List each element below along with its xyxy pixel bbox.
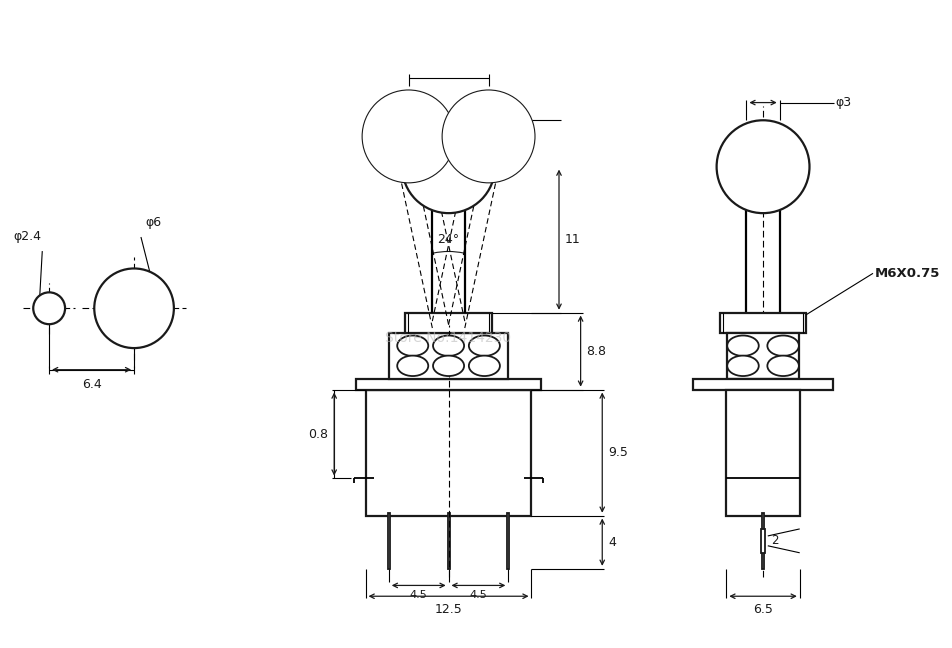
Ellipse shape xyxy=(766,336,798,356)
Bar xyxy=(405,312,491,332)
Bar xyxy=(387,513,389,569)
Ellipse shape xyxy=(442,90,534,183)
Bar xyxy=(726,332,798,379)
Text: 11: 11 xyxy=(565,233,580,246)
Text: 6.4: 6.4 xyxy=(82,378,101,391)
Text: 8.8: 8.8 xyxy=(585,345,605,358)
Text: 4.5: 4.5 xyxy=(409,590,427,600)
Text: 6.5: 6.5 xyxy=(752,603,772,616)
Ellipse shape xyxy=(362,90,454,183)
Bar xyxy=(366,389,531,516)
Text: 4.5: 4.5 xyxy=(469,590,486,600)
Ellipse shape xyxy=(33,292,65,324)
Text: φ6: φ6 xyxy=(146,216,162,229)
Ellipse shape xyxy=(432,336,464,356)
Text: M6X0.75: M6X0.75 xyxy=(874,267,940,280)
Bar xyxy=(719,312,805,332)
Ellipse shape xyxy=(468,356,500,376)
Ellipse shape xyxy=(432,356,464,376)
Ellipse shape xyxy=(397,356,427,376)
Text: 12.5: 12.5 xyxy=(434,603,462,616)
Bar xyxy=(355,379,541,389)
Bar xyxy=(725,389,799,516)
Ellipse shape xyxy=(397,336,427,356)
Text: φ2.4: φ2.4 xyxy=(13,230,42,243)
Text: 24°: 24° xyxy=(437,233,459,246)
Ellipse shape xyxy=(468,336,500,356)
Text: 4: 4 xyxy=(607,536,615,549)
Text: φ3: φ3 xyxy=(835,96,851,109)
Ellipse shape xyxy=(402,121,494,213)
Text: 0.8: 0.8 xyxy=(307,428,327,441)
Bar xyxy=(447,513,449,569)
Bar xyxy=(388,332,507,379)
Bar xyxy=(762,513,764,569)
Ellipse shape xyxy=(716,121,808,213)
Text: 9.5: 9.5 xyxy=(607,446,627,459)
Bar xyxy=(761,529,764,553)
Text: 2: 2 xyxy=(770,535,778,548)
Ellipse shape xyxy=(726,336,758,356)
Ellipse shape xyxy=(766,356,798,376)
Ellipse shape xyxy=(94,268,173,348)
Ellipse shape xyxy=(726,356,758,376)
Bar xyxy=(693,379,832,389)
Bar xyxy=(506,513,508,569)
Text: Store No:1414230: Store No:1414230 xyxy=(386,330,511,345)
